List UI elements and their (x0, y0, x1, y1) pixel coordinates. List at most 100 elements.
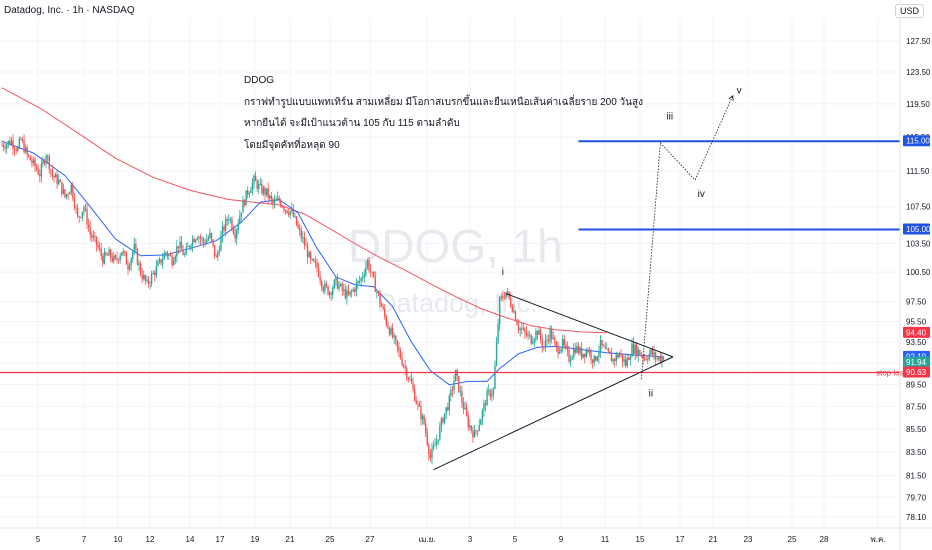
candle-body (606, 348, 608, 350)
candle-body (495, 341, 498, 366)
candle-body (117, 259, 120, 261)
level-lines[interactable]: stop loss (0, 140, 908, 377)
candle-body (43, 160, 46, 164)
candle-body (439, 426, 441, 440)
candle-body (445, 407, 447, 414)
candle-body (332, 288, 334, 295)
candle-body (481, 410, 484, 421)
candle-body (303, 237, 306, 245)
candle-body (623, 359, 625, 362)
candle-body (648, 353, 651, 360)
triangle-pattern[interactable] (433, 293, 674, 471)
candle-body (144, 275, 147, 281)
candle-body (522, 328, 525, 330)
candle-body (276, 198, 279, 201)
level-price-label: 105.00 (906, 225, 931, 234)
candle-body (100, 248, 102, 256)
candle-body (391, 328, 394, 338)
candle-body (180, 241, 183, 250)
candle-body (283, 207, 285, 211)
candle-body (539, 330, 542, 340)
candle-body (625, 359, 627, 366)
candle-body (604, 346, 606, 349)
candle-body (459, 391, 462, 393)
candle-body (12, 140, 14, 149)
candle-body (483, 403, 485, 411)
candle-body (521, 328, 523, 330)
candle-body (653, 352, 655, 355)
x-tick-label: 5 (36, 535, 41, 544)
candle-body (617, 354, 619, 358)
candle-body (484, 403, 487, 406)
candle-body (261, 183, 263, 194)
candle-body (338, 285, 340, 289)
candle-body (550, 328, 553, 340)
candle-body (1, 145, 3, 147)
ma-fast-layer (1, 140, 664, 386)
currency-button[interactable]: USD (894, 4, 924, 18)
candle-body (341, 283, 343, 291)
candle-body (577, 346, 580, 354)
candle-body (497, 324, 499, 342)
candle-body (133, 244, 135, 253)
candle-body (300, 229, 302, 239)
candle-body (377, 291, 380, 294)
candle-body (294, 216, 296, 218)
candle-body (598, 351, 600, 358)
candle-body (469, 425, 471, 428)
candle-body (78, 216, 80, 218)
candle-body (443, 413, 446, 423)
candle-body (122, 251, 124, 253)
candle-body (97, 245, 99, 248)
candle-body (516, 320, 518, 326)
time-axis[interactable]: 5 7 10 12 14 17 19 21 25 27 เม.ย. 3 5 9 11 15 17 21 23 25 28… (0, 527, 932, 544)
candle-body (557, 346, 559, 354)
wave-projection[interactable] (641, 95, 734, 380)
candle-body (223, 226, 225, 231)
candle-body (475, 430, 477, 432)
price-axis[interactable]: 127.50123.50119.50115.50111.50107.50103.… (899, 0, 931, 550)
candle-body (426, 432, 428, 445)
candle-body (80, 217, 82, 218)
candle-body (45, 156, 47, 164)
candle-body (530, 334, 532, 344)
candle-body (428, 444, 430, 455)
candle-body (248, 192, 250, 195)
candle-body (525, 332, 528, 336)
candle-body (281, 206, 284, 208)
candle-body (171, 255, 173, 266)
candle-body (511, 306, 513, 312)
candle-body (634, 344, 636, 354)
candle-body (327, 286, 329, 295)
candle-body (54, 174, 57, 178)
candle-body (421, 415, 424, 420)
candle-body (243, 200, 246, 206)
candle-body (17, 147, 19, 151)
wave-projection-arrowhead (728, 95, 734, 101)
candle-body (585, 350, 588, 357)
candle-body (492, 388, 495, 395)
candle-body (558, 351, 561, 354)
candle-body (517, 325, 520, 331)
ma-50-line (1, 140, 664, 386)
candle-body (306, 246, 309, 258)
candle-body (434, 444, 436, 446)
candle-body (544, 340, 547, 348)
candle-body (650, 349, 652, 354)
candle-body (72, 184, 74, 199)
candle-body (584, 353, 586, 357)
candle-body (344, 289, 347, 298)
candle-body (287, 212, 290, 215)
candle-body (152, 272, 154, 275)
candle-body (198, 237, 200, 239)
x-tick-label: 17 (216, 535, 225, 544)
candle-body (513, 311, 515, 313)
current-price-label: 94.40 (906, 328, 927, 337)
candle-body (399, 350, 402, 359)
candle-body (607, 348, 610, 352)
candle-body (40, 163, 43, 177)
candle-body (347, 290, 350, 295)
candle-body (119, 255, 121, 261)
candle-body (651, 349, 654, 355)
